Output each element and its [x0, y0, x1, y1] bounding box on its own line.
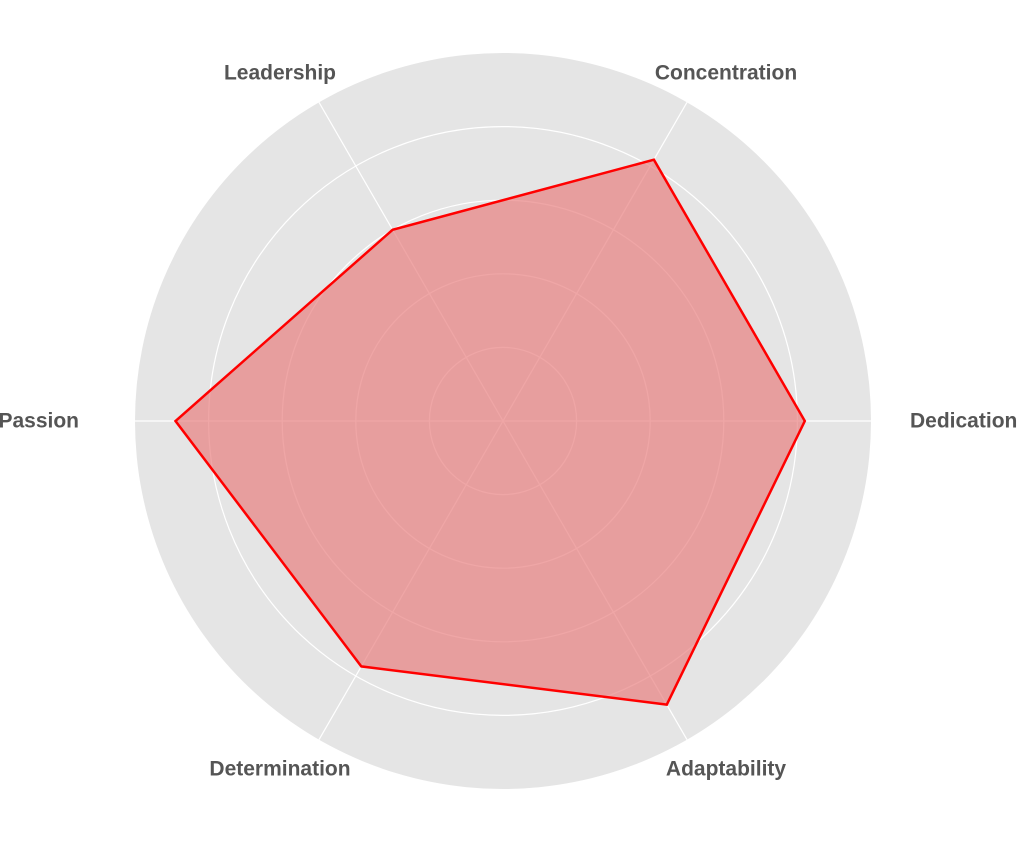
axis-label-concentration: Concentration — [655, 61, 797, 84]
axis-label-passion: Passion — [0, 410, 79, 433]
axis-label-adaptability: Adaptability — [666, 758, 786, 781]
axis-label-leadership: Leadership — [224, 61, 336, 84]
axis-labels: Dedication Concentration Leadership Passion… — [0, 61, 1017, 780]
axis-label-determination: Determination — [209, 758, 350, 781]
axis-label-dedication: Dedication — [910, 410, 1017, 433]
data-polygon — [173, 158, 807, 706]
